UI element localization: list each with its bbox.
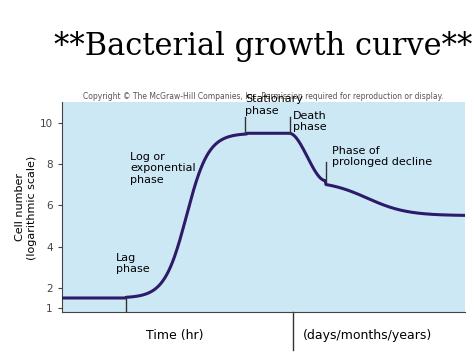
Text: Stationary
phase: Stationary phase [245,94,303,116]
Text: Phase of
prolonged decline: Phase of prolonged decline [331,146,432,167]
Y-axis label: Cell number
(logarithmic scale): Cell number (logarithmic scale) [15,155,36,260]
Text: Lag
phase: Lag phase [116,253,150,274]
Text: (days/months/years): (days/months/years) [303,329,432,342]
Text: Time (hr): Time (hr) [146,329,203,342]
Text: **Bacterial growth curve**: **Bacterial growth curve** [54,31,472,62]
Text: Copyright © The McGraw-Hill Companies, Inc. Permission required for reproduction: Copyright © The McGraw-Hill Companies, I… [83,92,443,101]
Text: Death
phase: Death phase [293,111,327,132]
Text: Log or
exponential
phase: Log or exponential phase [130,152,196,185]
